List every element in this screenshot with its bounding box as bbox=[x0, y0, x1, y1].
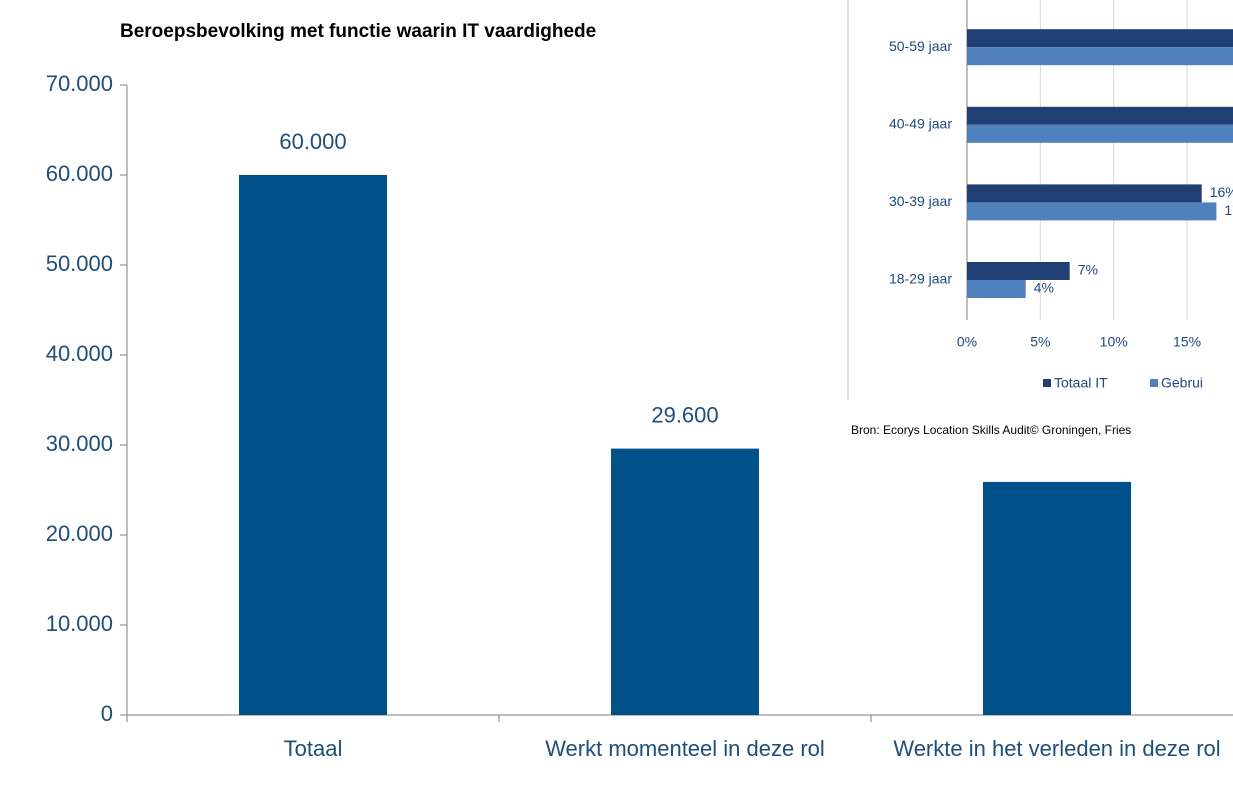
x-tick-label: 15% bbox=[1173, 334, 1201, 350]
y-tick-label: 10.000 bbox=[46, 611, 113, 636]
y-tick-label: 18-29 jaar bbox=[889, 271, 952, 287]
bar bbox=[967, 262, 1070, 280]
x-tick-label: 5% bbox=[1030, 334, 1050, 350]
bar bbox=[611, 448, 759, 715]
bar bbox=[967, 106, 1233, 125]
legend-label: Gebrui bbox=[1161, 375, 1203, 391]
value-label: 4% bbox=[1034, 280, 1054, 296]
source-note: Bron: Ecorys Location Skills Audit© Gron… bbox=[851, 423, 1131, 437]
y-tick-label: 20.000 bbox=[46, 521, 113, 546]
y-tick-label: 30.000 bbox=[46, 431, 113, 456]
y-tick-label: 70.000 bbox=[46, 71, 113, 96]
bar bbox=[967, 47, 1233, 66]
y-tick-label: 60.000 bbox=[46, 161, 113, 186]
chart-title: Beroepsbevolking met functie waarin IT v… bbox=[120, 21, 596, 42]
y-tick-label: 30-39 jaar bbox=[889, 193, 952, 209]
legend-swatch bbox=[1150, 379, 1158, 387]
y-tick-label: 50.000 bbox=[46, 251, 113, 276]
value-label: 17% bbox=[1224, 202, 1233, 218]
x-tick-label: Totaal bbox=[284, 736, 343, 761]
x-tick-label: 10% bbox=[1100, 334, 1128, 350]
legend-label: Totaal IT bbox=[1054, 375, 1108, 391]
y-tick-label: 50-59 jaar bbox=[889, 38, 952, 54]
y-tick-label: 40-49 jaar bbox=[889, 116, 952, 132]
bar bbox=[983, 481, 1131, 715]
value-label: 7% bbox=[1078, 262, 1098, 278]
bar bbox=[967, 202, 1217, 221]
bar bbox=[239, 175, 387, 715]
bar bbox=[967, 124, 1233, 143]
x-tick-label: Werkte in het verleden in deze rol bbox=[893, 736, 1220, 761]
x-tick-label: 0% bbox=[957, 334, 977, 350]
y-tick-label: 40.000 bbox=[46, 341, 113, 366]
legend-swatch bbox=[1043, 379, 1051, 387]
bar bbox=[967, 280, 1026, 298]
x-tick-label: Werkt momenteel in deze rol bbox=[545, 736, 825, 761]
value-label: 60.000 bbox=[279, 129, 346, 154]
y-tick-label: 0 bbox=[101, 701, 113, 726]
value-label: 16% bbox=[1210, 184, 1233, 200]
bar bbox=[967, 29, 1233, 48]
bar bbox=[967, 184, 1202, 203]
value-label: 29.600 bbox=[651, 402, 718, 427]
